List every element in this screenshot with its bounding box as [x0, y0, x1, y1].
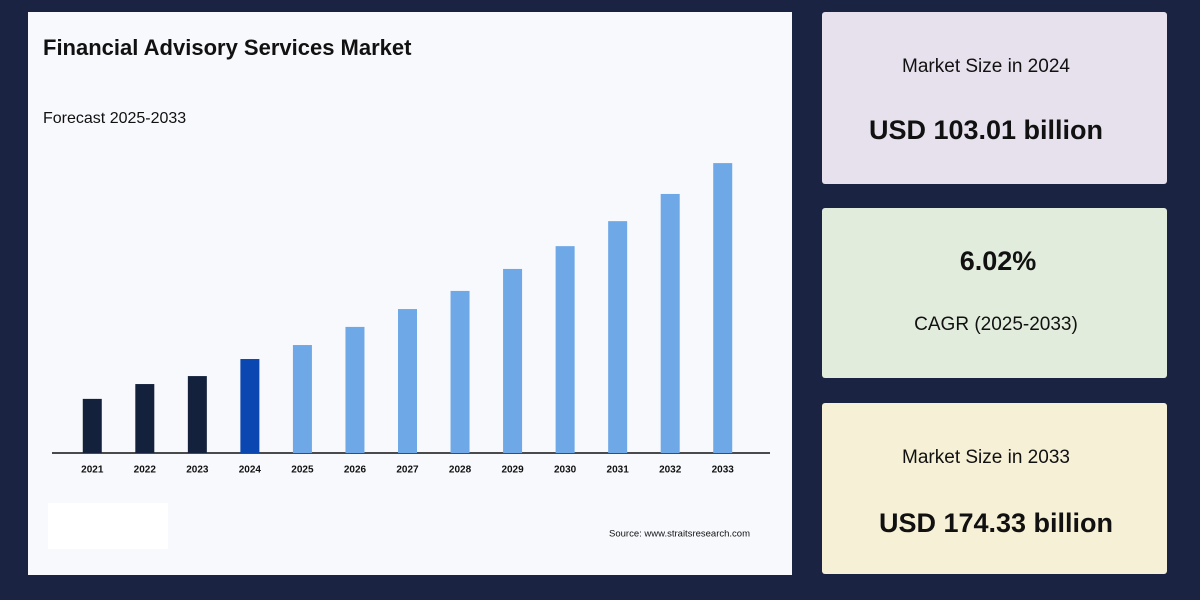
bar: [555, 246, 575, 453]
bar: [398, 309, 417, 453]
x-tick-label: 2030: [554, 465, 577, 476]
x-tick-label: 2027: [396, 465, 419, 476]
bar: [292, 345, 312, 453]
x-tick-label: 2024: [239, 465, 262, 476]
x-tick-label: 2031: [607, 465, 630, 476]
x-tick-label: 2023: [186, 465, 209, 476]
x-tick-label: 2032: [659, 465, 682, 476]
bar: [240, 359, 260, 453]
bar: [345, 326, 365, 453]
card-value: 6.02%: [960, 246, 1037, 276]
x-tick-label: 2028: [449, 465, 472, 476]
x-tick-label: 2033: [712, 465, 735, 476]
x-tick-label: 2022: [134, 465, 157, 476]
x-tick-label: 2021: [81, 465, 104, 476]
card-value: USD 174.33 billion: [879, 508, 1113, 538]
card: [822, 208, 1167, 378]
chart-title: Financial Advisory Services Market: [43, 35, 412, 60]
x-tick-label: 2029: [501, 465, 524, 476]
x-tick-label: 2026: [344, 465, 367, 476]
card: [822, 12, 1167, 184]
bar: [660, 193, 680, 453]
card-label: CAGR (2025-2033): [914, 314, 1078, 335]
card-label: Market Size in 2024: [902, 56, 1070, 77]
bar: [450, 290, 470, 453]
logo-area: [48, 503, 168, 549]
card-value: USD 103.01 billion: [869, 115, 1103, 145]
x-tick-label: 2025: [291, 465, 314, 476]
bar: [135, 384, 155, 453]
bar: [713, 163, 733, 453]
chart-subtitle: Forecast 2025-2033: [43, 110, 186, 127]
bar: [503, 268, 523, 453]
card-label: Market Size in 2033: [902, 447, 1070, 468]
card: [822, 403, 1167, 574]
bar: [608, 221, 628, 453]
bar: [187, 376, 207, 453]
source: Source: www.straitsresearch.com: [609, 529, 750, 540]
bar: [82, 398, 102, 453]
